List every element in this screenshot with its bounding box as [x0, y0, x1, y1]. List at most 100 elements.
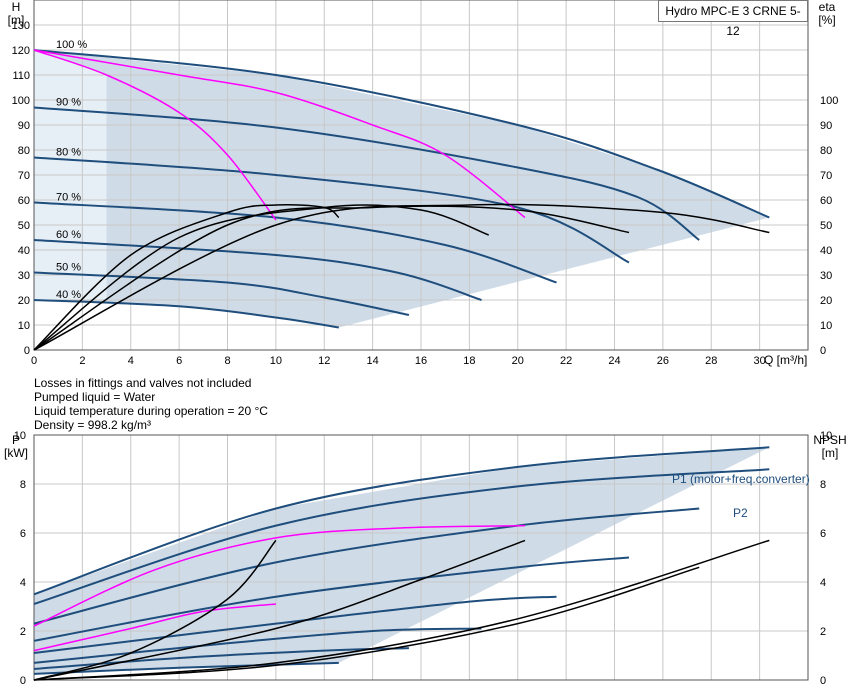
npsh-tick-label: 8	[820, 479, 826, 491]
head-curve	[33, 49, 770, 219]
power-tick-label: 0	[20, 675, 26, 687]
flow-tick-label: 20	[512, 355, 524, 367]
power-curve	[33, 446, 770, 596]
head-curve	[33, 239, 482, 301]
head-tick-label: 10	[18, 320, 30, 332]
head-curve	[33, 299, 339, 329]
flow-tick-label: 24	[608, 355, 620, 367]
power-axis-title: P [kW]	[4, 433, 28, 460]
head-curve	[33, 106, 700, 241]
head-tick-label: 60	[18, 195, 30, 207]
npsh-curve	[33, 566, 700, 681]
eta-tick-label: 30	[820, 270, 832, 282]
head-plot-frame	[33, 0, 809, 351]
eta-tick-label: 100	[820, 95, 838, 107]
power-tick-label: 4	[20, 577, 26, 589]
flow-tick-label: 18	[463, 355, 475, 367]
flow-tick-label: 16	[415, 355, 427, 367]
head-tick-label: 40	[18, 245, 30, 257]
series-label-p1: P1 (motor+freq.converter)	[672, 472, 810, 486]
npsh-tick-label: 2	[820, 626, 826, 638]
npsh-tick-label: 0	[820, 675, 826, 687]
flow-tick-label: 10	[270, 355, 282, 367]
system-curve	[33, 49, 526, 219]
system-curve	[33, 49, 277, 221]
eta-tick-label: 70	[820, 170, 832, 182]
note-density: Density = 998.2 kg/m³	[34, 418, 152, 432]
head-axis-title: H [m]	[7, 0, 25, 27]
eta-tick-label: 60	[820, 195, 832, 207]
head-tick-label: 110	[12, 70, 30, 82]
head-tick-label: 80	[18, 145, 30, 157]
series-label-p2: P2	[733, 506, 748, 520]
flow-tick-label: 14	[367, 355, 379, 367]
head-tick-label: 130	[12, 20, 30, 32]
flow-tick-label: 22	[560, 355, 572, 367]
head-tick-label: 30	[18, 270, 30, 282]
head-tick-label: 120	[12, 45, 30, 57]
chart-notes: Losses in fittings and valves not includ…	[34, 376, 268, 432]
power-curve	[33, 556, 630, 642]
power-tick-label: 8	[20, 479, 26, 491]
power-curve	[33, 468, 770, 605]
eta-tick-label: 40	[820, 245, 832, 257]
efficiency-curve	[33, 204, 489, 351]
speed-label: 90 %	[56, 97, 81, 109]
eta-tick-label: 80	[820, 145, 832, 157]
eta-tick-label: 90	[820, 120, 832, 132]
flow-tick-label: 2	[79, 355, 85, 367]
eta-tick-label: 0	[820, 345, 826, 357]
head-tick-label: 70	[18, 170, 30, 182]
system-power-curve	[33, 524, 526, 627]
npsh-tick-label: 6	[820, 528, 826, 540]
npsh-axis-title: NPSH [m]	[813, 433, 847, 460]
eta-axis-title: eta [%]	[818, 0, 836, 27]
head-tick-label: 0	[24, 345, 30, 357]
flow-tick-label: 8	[224, 355, 230, 367]
head-curve	[33, 156, 630, 264]
speed-label: 50 %	[56, 262, 81, 274]
flow-tick-label: 26	[657, 355, 669, 367]
speed-label: 70 %	[56, 192, 81, 204]
eta-tick-label: 50	[820, 220, 832, 232]
power-tick-label: 10	[14, 430, 26, 442]
power-plot-frame	[33, 434, 809, 681]
power-curve	[33, 595, 557, 654]
head-curve	[33, 271, 410, 316]
note-temperature: Liquid temperature during operation = 20…	[34, 404, 268, 418]
speed-label: 60 %	[56, 229, 81, 241]
flow-tick-label: 28	[705, 355, 717, 367]
flow-tick-label: 30	[754, 355, 766, 367]
power-tick-label: 2	[20, 626, 26, 638]
chart-title: Hydro MPC-E 3 CRNE 5-12	[658, 0, 808, 38]
eta-tick-label: 20	[820, 295, 832, 307]
power-curve	[33, 507, 700, 625]
head-tick-label: 100	[12, 95, 30, 107]
speed-label: 40 %	[56, 289, 81, 301]
flow-tick-label: 0	[31, 355, 37, 367]
flow-axis-title: Q [m³/h]	[764, 353, 808, 367]
npsh-curve	[33, 539, 770, 681]
npsh-curve	[33, 539, 277, 681]
power-operating-area	[34, 447, 770, 674]
npsh-tick-label: 10	[820, 430, 832, 442]
head-tick-label: 20	[18, 295, 30, 307]
system-power-curve	[33, 603, 276, 652]
flow-tick-label: 6	[176, 355, 182, 367]
flow-tick-label: 12	[318, 355, 330, 367]
speed-label: 100 %	[56, 39, 87, 51]
efficiency-curve	[33, 203, 770, 351]
flow-tick-label: 4	[128, 355, 134, 367]
note-losses: Losses in fittings and valves not includ…	[34, 376, 252, 390]
npsh-curve	[33, 539, 526, 681]
head-curve	[33, 201, 557, 284]
head-tick-label: 50	[18, 220, 30, 232]
npsh-tick-label: 4	[820, 577, 826, 589]
power-curve	[33, 627, 482, 664]
power-tick-label: 6	[20, 528, 26, 540]
eta-tick-label: 10	[820, 320, 832, 332]
note-liquid: Pumped liquid = Water	[34, 390, 156, 404]
head-tick-label: 90	[18, 120, 30, 132]
speed-label: 80 %	[56, 147, 81, 159]
